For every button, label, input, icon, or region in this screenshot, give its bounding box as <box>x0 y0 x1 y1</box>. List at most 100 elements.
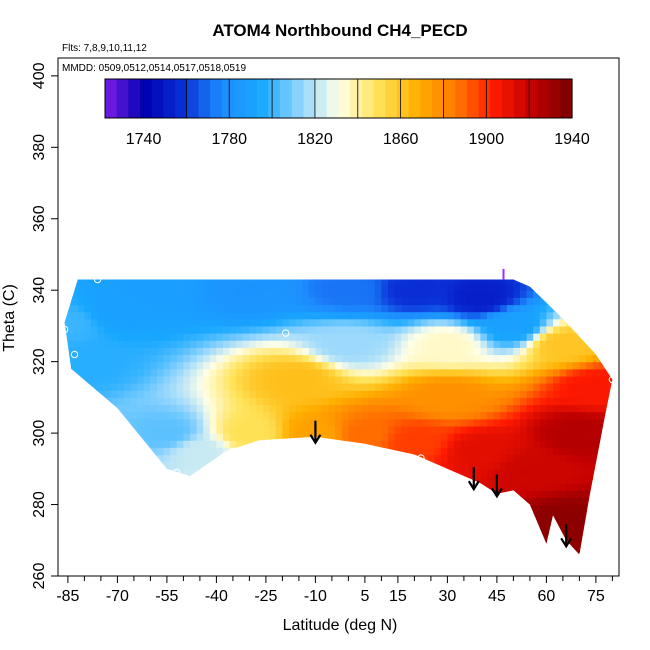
heat-cell <box>289 483 297 491</box>
heat-cell <box>374 283 382 291</box>
heat-cell <box>322 304 330 313</box>
heat-cell <box>216 497 224 506</box>
heat-cell <box>209 325 217 334</box>
heat-cell <box>130 526 138 534</box>
heat-cell <box>388 368 396 377</box>
heat-cell <box>110 375 118 384</box>
heat-cell <box>506 504 514 513</box>
heat-cell <box>315 368 323 377</box>
heat-cell <box>229 347 237 356</box>
heat-cell <box>269 333 277 341</box>
heat-cell <box>295 497 303 506</box>
heat-cell <box>513 511 521 520</box>
heat-cell <box>520 411 528 420</box>
heat-cell <box>328 540 336 548</box>
heat-cell <box>308 340 316 348</box>
heat-cell <box>500 418 508 427</box>
heat-cell <box>500 397 508 406</box>
heat-cell <box>374 397 382 406</box>
heat-cell <box>414 433 422 441</box>
heat-cell <box>447 483 455 491</box>
heat-cell <box>480 562 487 570</box>
heat-cell <box>110 311 118 320</box>
heat-cell <box>77 340 85 348</box>
heat-cell <box>414 461 422 470</box>
heat-cell <box>480 404 488 413</box>
heat-cell <box>546 383 554 391</box>
heat-cell <box>183 340 191 348</box>
heat-cell <box>440 297 448 306</box>
heat-cell <box>447 426 455 434</box>
colorbar-cell <box>233 79 246 118</box>
heat-cell <box>269 518 277 527</box>
heat-cell <box>97 333 105 341</box>
heat-cell <box>77 433 85 441</box>
heat-cell <box>381 447 389 456</box>
heat-cell <box>513 476 521 484</box>
heat-cell <box>559 547 567 555</box>
heat-cell <box>368 354 376 363</box>
heat-cell <box>348 468 356 477</box>
heat-cell <box>97 411 105 420</box>
heat-cell <box>553 447 561 456</box>
heat-cell <box>566 318 574 327</box>
heat-cell <box>566 511 574 520</box>
heat-cell <box>117 390 125 398</box>
heat-cell <box>163 283 171 291</box>
heat-cell <box>599 476 607 484</box>
heat-cell <box>454 325 462 334</box>
heat-cell <box>328 361 336 370</box>
heat-cell <box>117 468 125 477</box>
heat-cell <box>256 454 264 463</box>
heat-cell <box>487 397 495 406</box>
heat-cell <box>315 411 323 420</box>
heat-cell <box>282 540 290 548</box>
heat-cell <box>381 504 389 513</box>
arrow-markers <box>309 420 573 549</box>
heat-cell <box>572 383 580 391</box>
heat-cell <box>308 490 316 498</box>
heat-cell <box>91 490 99 498</box>
heat-cell <box>414 290 422 298</box>
heat-cell <box>150 304 158 313</box>
heat-cell <box>65 562 72 570</box>
heat-cell <box>183 504 191 513</box>
heat-cell <box>447 397 455 406</box>
heat-cell <box>341 297 349 306</box>
heat-cell <box>328 368 336 377</box>
heat-cell <box>401 547 409 555</box>
heat-cell <box>71 340 79 348</box>
heat-cell <box>223 383 231 391</box>
heat-cell <box>170 404 178 413</box>
heat-cell <box>586 461 594 470</box>
heat-cell <box>256 304 264 313</box>
heat-cell <box>579 533 587 541</box>
heat-cell <box>229 440 237 448</box>
heat-cell <box>295 483 303 491</box>
heat-cell <box>368 318 376 327</box>
heat-cell <box>110 526 118 534</box>
heat-cell <box>269 361 277 370</box>
heat-cell <box>209 540 217 548</box>
heat-cell <box>493 447 501 456</box>
heat-cell <box>480 279 488 284</box>
heat-cell <box>170 562 177 570</box>
heat-cell <box>361 483 369 491</box>
heat-cell <box>249 511 257 520</box>
heat-cell <box>110 279 118 284</box>
heat-cell <box>388 311 396 320</box>
heat-cell <box>487 540 495 548</box>
heat-cell <box>289 269 296 277</box>
heat-cell <box>381 269 388 277</box>
heat-cell <box>137 325 145 334</box>
heat-cell <box>209 418 217 427</box>
heat-cell <box>467 325 475 334</box>
heat-cell <box>315 518 323 527</box>
heat-cell <box>474 555 481 563</box>
heat-cell <box>572 311 580 320</box>
heat-cell <box>480 540 488 548</box>
heat-cell <box>176 347 184 356</box>
heat-cell <box>249 490 257 498</box>
heat-cell <box>249 504 257 513</box>
heat-cell <box>513 375 521 384</box>
